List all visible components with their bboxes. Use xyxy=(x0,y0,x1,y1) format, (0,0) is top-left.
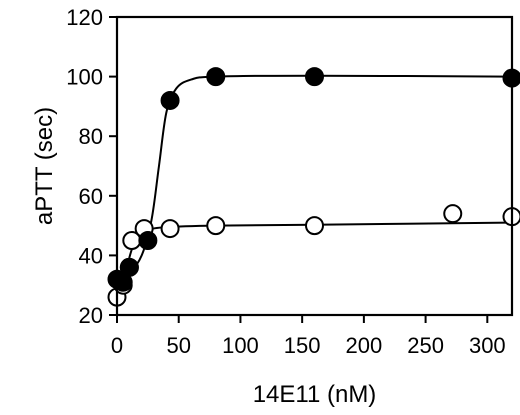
plot-frame xyxy=(115,15,514,317)
y-tick-label: 100 xyxy=(66,65,103,90)
filled-circle-point xyxy=(206,67,226,87)
filled-circle-point xyxy=(138,231,158,250)
x-tick-label: 150 xyxy=(284,333,321,358)
x-tick-label: 300 xyxy=(469,333,506,358)
fit-curves xyxy=(116,74,513,298)
y-axis-title: aPTT (sec) xyxy=(31,107,58,225)
y-axis-ticks: 20 40 60 80 100 120 xyxy=(66,5,117,328)
x-tick-label: 0 xyxy=(111,333,123,358)
open-circle-point xyxy=(305,216,324,236)
data-points xyxy=(107,67,520,307)
filled-circle-point xyxy=(305,67,324,87)
y-tick-label: 60 xyxy=(79,184,103,209)
x-tick-label: 50 xyxy=(166,333,190,358)
x-tick-label: 250 xyxy=(407,333,444,358)
y-tick-label: 120 xyxy=(66,5,103,30)
y-tick-label: 40 xyxy=(79,243,103,268)
x-tick-label: 200 xyxy=(346,333,383,358)
open-circle-point xyxy=(443,204,463,224)
x-tick-label: 100 xyxy=(222,333,259,358)
open-circle-point xyxy=(160,219,180,239)
open-circle-point xyxy=(206,216,226,236)
x-axis-title: 14E11 (nM) xyxy=(253,381,377,408)
x-axis-ticks: 0 50 100 150 200 250 300 xyxy=(111,315,506,358)
filled-circle-point xyxy=(119,257,139,277)
filled-circle-point xyxy=(160,90,180,110)
y-tick-label: 80 xyxy=(79,124,103,149)
y-tick-label: 20 xyxy=(79,303,103,328)
